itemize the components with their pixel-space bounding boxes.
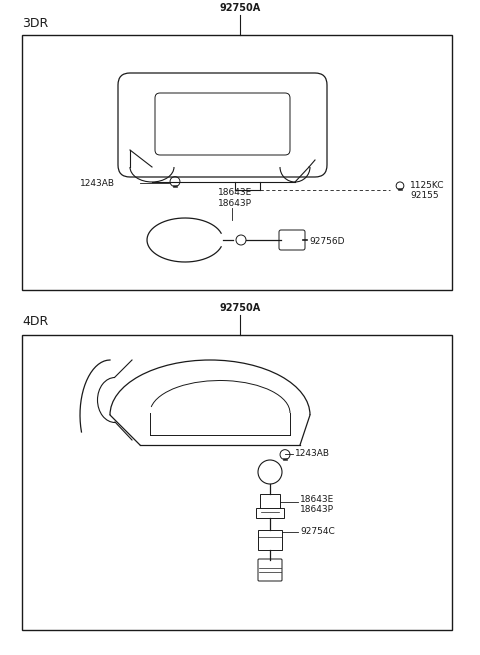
Bar	[260, 494, 280, 510]
Text: 92754C: 92754C	[300, 527, 335, 536]
Text: 3DR: 3DR	[22, 17, 48, 30]
Text: 92750A: 92750A	[219, 3, 261, 13]
Text: 18643E: 18643E	[300, 495, 334, 504]
Text: 92756D: 92756D	[309, 238, 345, 246]
Text: 1243AB: 1243AB	[295, 449, 330, 458]
Text: 18643P: 18643P	[300, 504, 334, 514]
Bar	[256, 508, 284, 518]
FancyBboxPatch shape	[258, 559, 282, 581]
Text: 92750A: 92750A	[219, 303, 261, 313]
Text: 92155: 92155	[410, 191, 439, 200]
Text: 18643P: 18643P	[218, 199, 252, 208]
Text: 1243AB: 1243AB	[80, 179, 115, 187]
FancyBboxPatch shape	[155, 93, 290, 155]
Text: 1125KC: 1125KC	[410, 181, 444, 191]
Text: 4DR: 4DR	[22, 315, 48, 328]
Text: 18643E: 18643E	[218, 188, 252, 197]
Bar	[22, 35, 452, 290]
Bar	[22, 335, 452, 630]
FancyBboxPatch shape	[118, 73, 327, 177]
Bar	[258, 530, 282, 550]
FancyBboxPatch shape	[279, 230, 305, 250]
